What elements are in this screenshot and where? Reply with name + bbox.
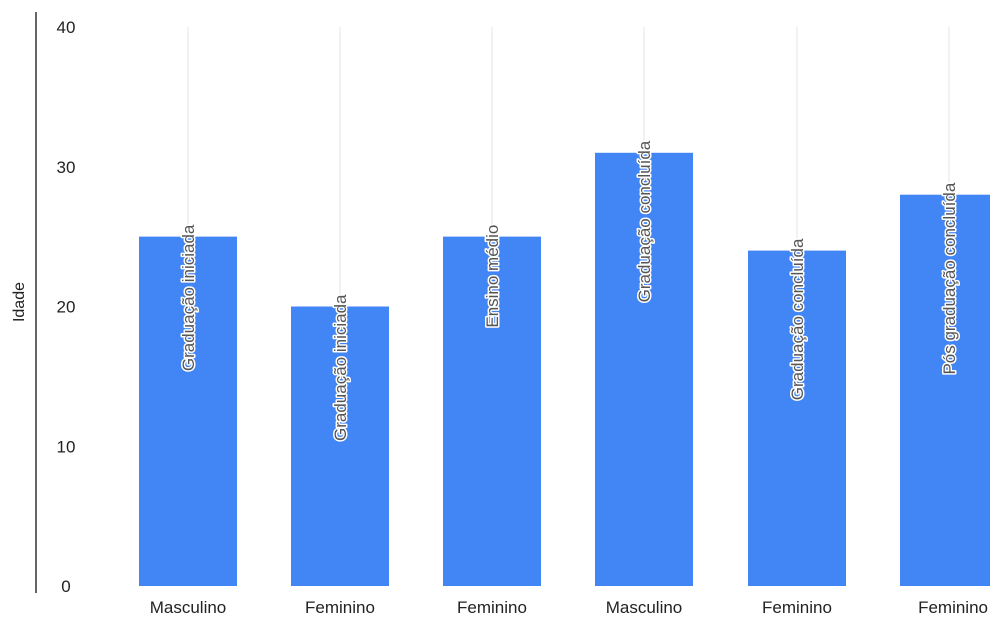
bar-data-label: Graduação concluída [635,140,654,302]
bar [291,306,389,586]
x-tick-label: Feminino [305,598,375,617]
bar [139,236,237,586]
bar-data-labels: Graduação iniciada Graduação iniciada Ensi… [178,139,961,443]
x-tick-label: Masculino [606,598,683,617]
x-tick-label: Feminino [918,598,988,617]
bar [595,152,693,586]
bar-data-label: Graduação iniciada [179,224,198,371]
y-tick-label: 40 [57,18,76,37]
bar-data-label: Ensino médio [483,225,502,328]
x-tick-label: Feminino [457,598,527,617]
y-tick-label: 30 [57,158,76,177]
bar-data-label: Graduação concluída [788,238,807,400]
x-tick-labels: Masculino Feminino Feminino Masculino Femini… [150,598,988,617]
bar-data-label: Graduação iniciada [331,294,350,441]
y-tick-labels: 0 10 20 30 40 [57,18,76,596]
y-tick-label: 10 [57,437,76,456]
x-tick-label: Feminino [762,598,832,617]
y-axis-title: Idade [11,282,28,322]
bar-data-label: Pós graduação concluída [940,182,959,374]
bar [748,250,846,586]
y-tick-label: 0 [61,577,70,596]
bars [139,152,990,586]
bar [443,236,541,586]
bar [900,194,990,586]
x-tick-label: Masculino [150,598,227,617]
y-tick-label: 20 [57,298,76,317]
